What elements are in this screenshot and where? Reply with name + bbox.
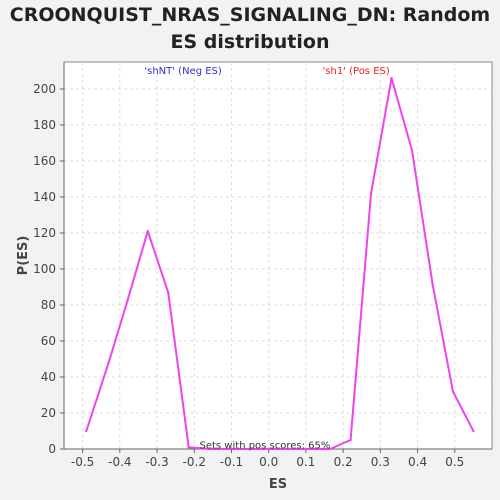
- x-tick-label: 0.0: [259, 455, 278, 469]
- y-axis-label: P(ES): [16, 236, 31, 276]
- data-point: [226, 447, 229, 451]
- x-tick-label: 0.5: [445, 455, 464, 469]
- x-tick-label: 0.4: [408, 455, 427, 469]
- data-point: [126, 300, 129, 303]
- x-tick-label: 0.2: [334, 455, 353, 469]
- chart-title: CROONQUIST_NRAS_SIGNALING_DN: Random ES …: [9, 4, 491, 53]
- x-tick-label: 0.1: [296, 455, 315, 469]
- y-axis-ticks: 0 20 40 60 80 100 120 140 160 180 200: [33, 82, 64, 456]
- y-tick-label: 80: [41, 298, 56, 312]
- annotations: 'shNT' (Neg ES) 'sh1' (Pos ES) Sets with p…: [144, 66, 389, 451]
- data-point: [85, 429, 88, 433]
- y-tick-label: 140: [33, 190, 56, 204]
- x-axis-label: ES: [269, 477, 287, 492]
- y-tick-label: 180: [33, 118, 56, 132]
- grid-lines: [64, 62, 492, 449]
- x-tick-label: -0.2: [183, 455, 206, 469]
- series-line: [85, 77, 475, 450]
- x-axis-ticks: -0.5 -0.4 -0.3 -0.2 -0.1 0.0 0.1 0.2 0.3 0.4 0.5: [71, 449, 464, 469]
- data-point: [146, 230, 149, 233]
- y-tick-label: 40: [41, 370, 56, 384]
- data-point: [410, 149, 414, 152]
- x-tick-label: -0.3: [145, 455, 168, 469]
- data-point: [287, 447, 291, 451]
- series-group: [85, 77, 475, 451]
- data-point: [369, 192, 373, 195]
- data-point: [167, 291, 170, 294]
- annotation-text: 'sh1' (Pos ES): [323, 66, 390, 77]
- data-point: [308, 447, 311, 451]
- x-tick-label: -0.1: [220, 455, 243, 469]
- y-tick-label: 120: [33, 226, 56, 240]
- data-point: [107, 361, 110, 364]
- annotation-text: Sets with pos scores: 65%: [200, 440, 331, 451]
- data-point: [472, 429, 475, 433]
- data-point: [187, 446, 190, 449]
- x-tick-label: -0.5: [71, 455, 94, 469]
- y-tick-label: 60: [41, 334, 56, 348]
- data-point: [451, 390, 455, 393]
- data-point: [349, 438, 352, 442]
- y-tick-label: 20: [41, 406, 56, 420]
- data-point: [431, 282, 434, 285]
- data-point: [207, 447, 211, 451]
- annotation-text: 'shNT' (Neg ES): [144, 66, 222, 77]
- data-point: [247, 447, 250, 451]
- y-tick-label: 200: [33, 82, 56, 96]
- x-tick-label: -0.4: [108, 455, 131, 469]
- y-tick-label: 0: [48, 442, 56, 456]
- y-tick-label: 100: [33, 262, 56, 276]
- data-point: [267, 447, 270, 451]
- data-point: [390, 77, 393, 80]
- data-point: [328, 447, 332, 451]
- x-tick-label: 0.3: [371, 455, 390, 469]
- plot-area: [63, 61, 493, 450]
- y-tick-label: 160: [33, 154, 56, 168]
